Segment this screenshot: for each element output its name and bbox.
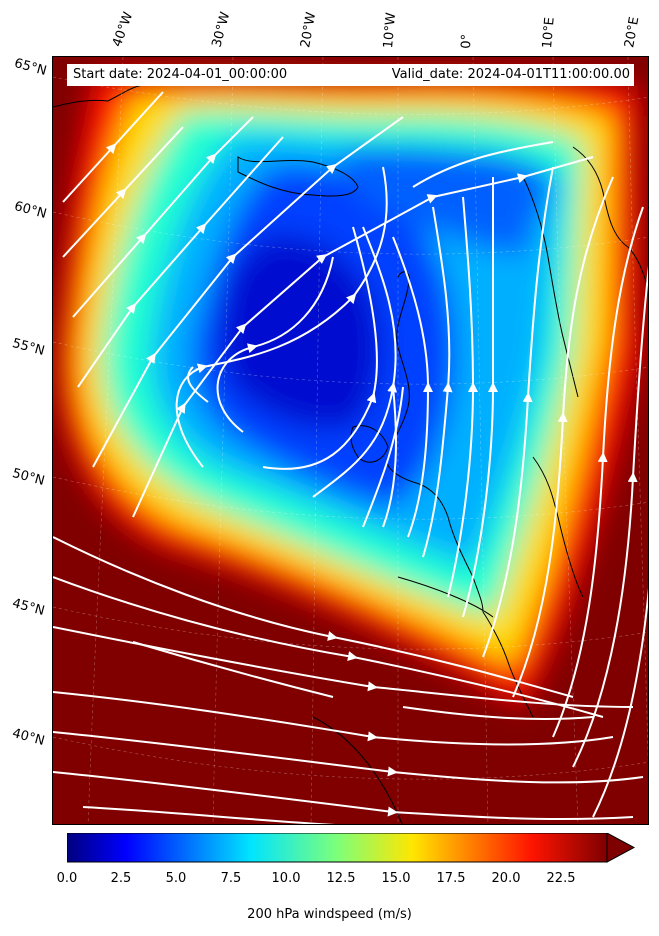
colorbar-tick: 15.0 — [381, 871, 411, 886]
colorbar-gradient — [67, 833, 608, 863]
windspeed-map — [53, 57, 648, 824]
valid-date-label: Valid_date: 2024-04-01T11:00:00.00 — [391, 67, 630, 82]
lon-label-0: 0° — [459, 33, 475, 49]
colorbar-label: 200 hPa windspeed (m/s) — [247, 907, 412, 922]
lat-label-45n: 45°N — [10, 596, 47, 619]
streamlines — [53, 91, 648, 824]
lat-label-50n: 50°N — [10, 466, 47, 489]
colorbar — [67, 833, 636, 863]
colorbar-tick: 17.5 — [436, 871, 466, 886]
lon-label-30w: 30°W — [209, 10, 234, 49]
lon-label-10w: 10°W — [381, 11, 400, 49]
lat-label-60n: 60°N — [12, 199, 49, 222]
colorbar-extend-arrow — [606, 833, 636, 863]
colorbar-tick: 7.5 — [220, 871, 242, 886]
title-box: Start date: 2024-04-01_00:00:00 Valid_da… — [67, 64, 634, 86]
start-date-label: Start date: 2024-04-01_00:00:00 — [73, 67, 288, 82]
lon-label-20e: 20°E — [622, 15, 643, 49]
colorbar-tick: 2.5 — [110, 871, 132, 886]
colorbar-tick: 12.5 — [326, 871, 356, 886]
lat-label-40n: 40°N — [10, 726, 47, 749]
colorbar-tick: 22.5 — [546, 871, 576, 886]
lat-label-65n: 65°N — [12, 56, 49, 79]
colorbar-tick: 10.0 — [271, 871, 301, 886]
lon-label-20w: 20°W — [298, 11, 320, 50]
map-panel — [52, 56, 649, 825]
colorbar-tick: 5.0 — [165, 871, 187, 886]
lon-label-10e: 10°E — [540, 16, 558, 50]
colorbar-tick: 0.0 — [56, 871, 78, 886]
lon-label-40w: 40°W — [109, 10, 137, 49]
colorbar-tick: 20.0 — [491, 871, 521, 886]
graticule — [53, 57, 648, 824]
lat-label-55n: 55°N — [10, 336, 47, 359]
